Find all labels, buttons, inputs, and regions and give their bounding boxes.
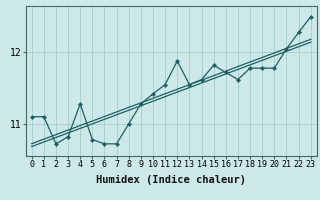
X-axis label: Humidex (Indice chaleur): Humidex (Indice chaleur) [96, 175, 246, 185]
